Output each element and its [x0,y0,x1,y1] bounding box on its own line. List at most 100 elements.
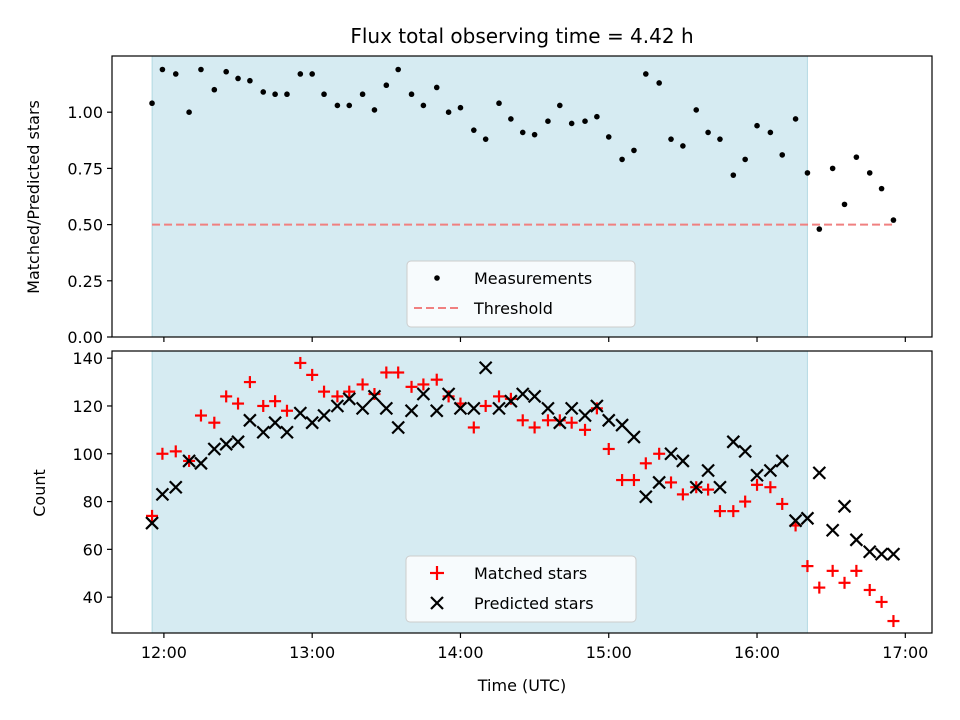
measurement-point [890,217,897,223]
predicted-legend-label: Predicted stars [474,594,594,613]
y-tick-label: 80 [83,493,103,512]
measurement-point [420,102,427,109]
predicted-star-point [441,387,456,401]
matched-star-point [665,476,678,489]
predicted-star-point [726,435,741,449]
matched-star-point [565,416,578,429]
predicted-star-point [689,480,704,494]
matched-star-point [602,442,615,455]
matched-star-point [417,378,430,391]
measurement-point [198,66,204,73]
measurement-point [878,185,885,192]
matched-star-point [368,388,381,401]
predicted-star-point [763,463,778,478]
measurement-point [730,172,737,178]
matched-star-point [306,368,319,381]
matched-star-point [727,505,740,518]
matched-star-point [442,390,455,403]
y-tick-label: 40 [83,588,103,607]
y-tick-label: 1.00 [67,103,103,122]
matched-star-point [553,414,566,427]
y-tick-label: 120 [72,397,103,416]
predicted-star-point [243,413,257,428]
matched-star-point [639,457,652,470]
measurement-point [445,109,452,115]
ratio-x-axis [163,337,906,342]
measurement-point [668,136,674,142]
measurement-point [853,154,860,160]
predicted-star-point [527,389,542,404]
predicted-star-point [541,401,555,416]
matched-star-point [813,581,826,594]
matched-star-point [280,404,293,417]
predicted-star-point [305,415,319,430]
measurement-point [471,127,477,133]
ratio-panel: 0.00 0.25 0.50 0.75 1.00 Matched/Predicted s… [24,55,933,347]
matched-star-point [156,447,169,460]
measurements-legend-marker [434,275,440,281]
matched-star-point [430,373,443,386]
ratio-panel-frame [111,55,933,338]
ratio-legend-box [406,260,636,328]
measurement-point [395,66,401,73]
measurement-point [631,147,637,154]
y-tick-label: 0.75 [67,159,103,178]
ratio-legend: Measurements Threshold [406,260,636,328]
count-y-axis-label: Count [30,469,49,517]
predicted-star-point [862,544,877,559]
matched-star-point [764,481,777,494]
matched-star-point [627,474,640,487]
measurement-point [211,86,218,93]
ratio-y-axis: 0.00 0.25 0.50 0.75 1.00 [67,103,112,347]
predicted-star-point [664,446,678,461]
measurement-point [371,107,378,113]
matched-star-point [146,509,159,522]
predicted-star-point [750,468,764,483]
count-panel: 40 60 80 100 120 140 12:00 13:00 14:00 15:00 16:0… [30,349,933,695]
matched-star-point [467,421,480,434]
measurement-point [866,170,873,176]
measurement-point [557,102,563,109]
measurement-point [519,129,526,136]
measurement-points [149,66,897,232]
measurement-point [742,156,748,163]
predicted-star-point [492,401,506,416]
chart-title: Flux total observing time = 4.42 h [350,24,693,48]
predicted-legend-marker [430,596,444,610]
predicted-star-point [478,360,493,375]
predicted-star-point [775,454,790,468]
matched-star-point [169,445,182,458]
count-legend-box [405,555,637,623]
matched-star-point [826,564,839,577]
predicted-star-point [467,401,481,416]
matched-star-point [751,478,764,491]
predicted-star-point [652,475,666,490]
measurement-point [717,136,723,142]
ratio-y-axis-label: Matched/Predicted stars [24,100,43,294]
predicted-star-point [504,394,518,408]
predicted-star-point [293,406,308,420]
matched-star-point [294,356,307,369]
measurement-point [457,104,464,111]
matched-star-point [579,423,592,436]
measurement-point [359,91,366,98]
predicted-star-point [194,456,208,471]
matched-star-point [676,488,689,501]
predicted-star-point [800,511,815,526]
measurement-point [779,152,786,158]
measurement-point [482,136,489,142]
predicted-star-point [453,401,468,416]
matched-star-point [194,409,207,422]
measurement-point [594,113,600,120]
measurement-point [433,84,440,91]
predicted-star-point [738,444,752,459]
measurement-point [159,66,166,73]
count-y-axis: 40 60 80 100 120 140 [72,349,112,607]
measurement-point [186,109,192,115]
matched-star-point [528,421,541,434]
matched-star-point [850,564,863,577]
predicted-star-point [639,490,653,504]
measurement-point [582,118,588,124]
predicted-star-point [416,387,431,401]
measurement-point [284,91,290,98]
